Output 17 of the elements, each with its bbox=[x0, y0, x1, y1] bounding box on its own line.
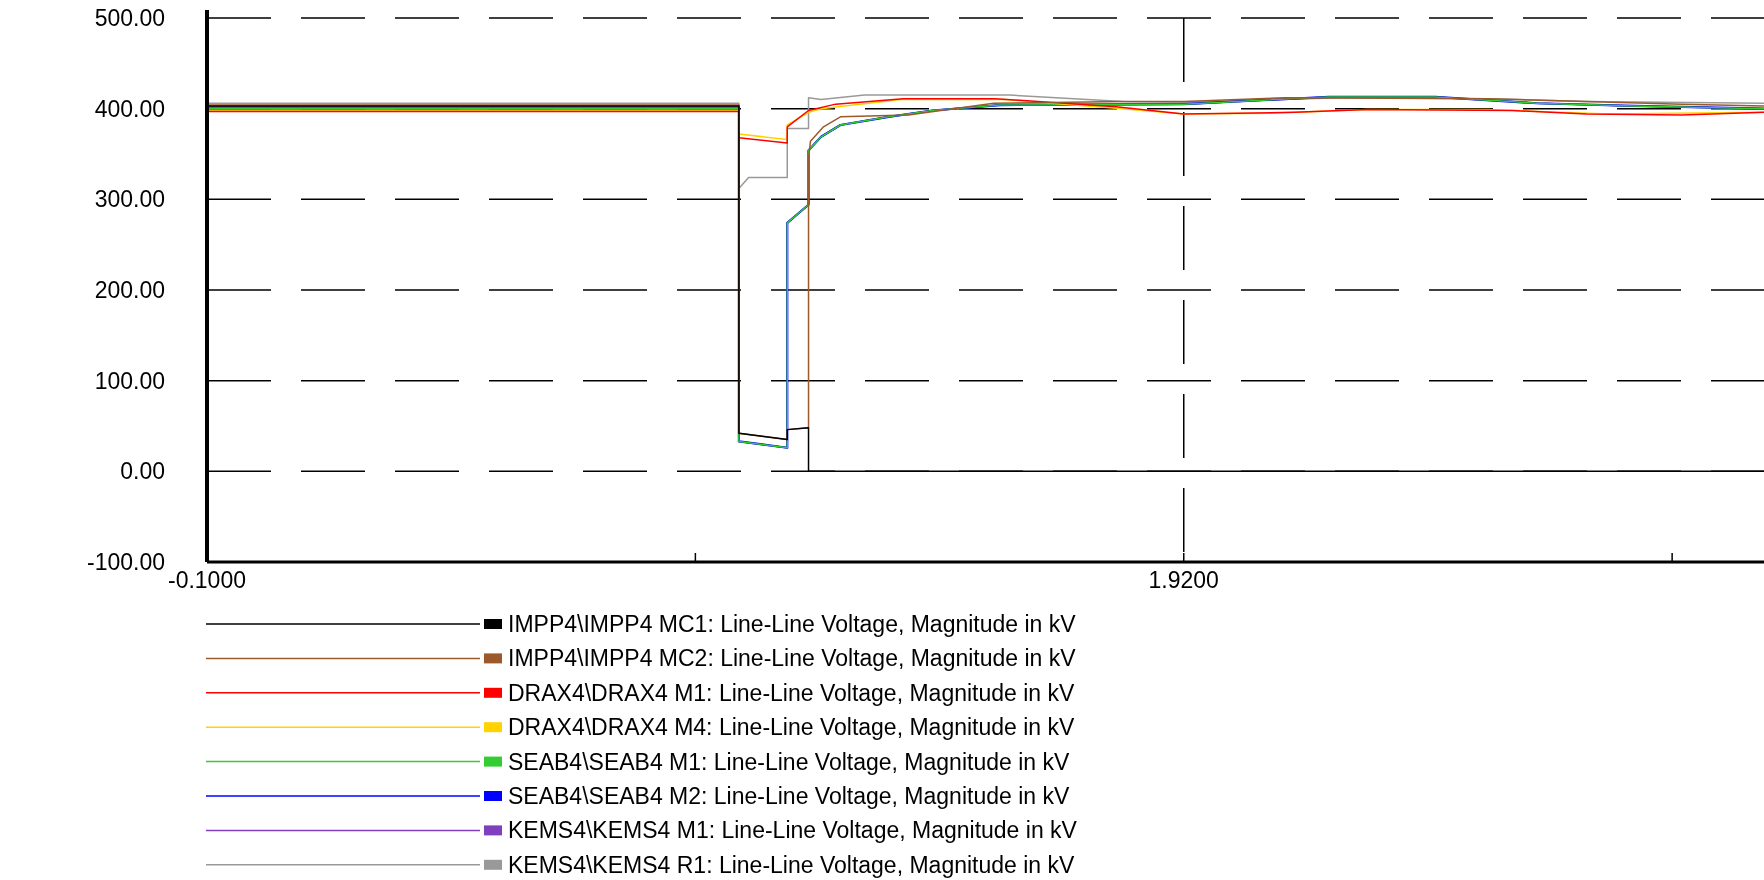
legend-label: IMPP4\IMPP4 MC2: Line-Line Voltage, Magnitude in kV bbox=[508, 645, 1077, 672]
y-tick-label: 500.00 bbox=[94, 5, 165, 32]
legend-label: KEMS4\KEMS4 R1: Line-Line Voltage, Magnitude in kV bbox=[508, 851, 1076, 878]
legend-label: IMPP4\IMPP4 MC1: Line-Line Voltage, Magnitude in kV bbox=[508, 611, 1077, 638]
y-tick-label: 300.00 bbox=[94, 186, 165, 213]
legend-label: KEMS4\KEMS4 M1: Line-Line Voltage, Magnitude in kV bbox=[508, 817, 1078, 844]
legend-label: DRAX4\DRAX4 M1: Line-Line Voltage, Magnitude in kV bbox=[508, 679, 1076, 706]
y-tick-label: 400.00 bbox=[94, 95, 165, 122]
y-tick-label: 100.00 bbox=[94, 367, 165, 394]
y-tick-label: 200.00 bbox=[94, 277, 165, 304]
y-tick-label: 0.00 bbox=[120, 458, 165, 485]
y-tick-label: -100.00 bbox=[86, 549, 165, 576]
legend-label: SEAB4\SEAB4 M1: Line-Line Voltage, Magnitude in kV bbox=[508, 748, 1070, 775]
x-tick-label: -0.1000 bbox=[167, 567, 247, 593]
legend-label: SEAB4\SEAB4 M2: Line-Line Voltage, Magnitude in kV bbox=[508, 783, 1070, 810]
x-tick-label: 1.9200 bbox=[1148, 567, 1219, 593]
legend-label: DRAX4\DRAX4 M4: Line-Line Voltage, Magnitude in kV bbox=[508, 714, 1076, 741]
